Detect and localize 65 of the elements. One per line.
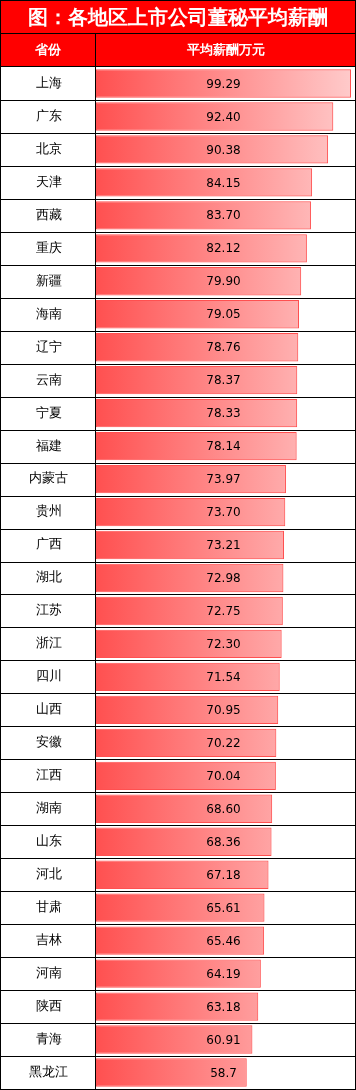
y-tick-label: 北京	[35, 140, 62, 156]
y-tick-label: 河北	[35, 866, 62, 882]
y-tick-label: 海南	[35, 305, 62, 321]
y-tick-label: 安徽	[35, 734, 62, 750]
y-tick-label: 山西	[35, 701, 62, 717]
data-label: 83.70	[206, 208, 241, 223]
data-label: 72.30	[206, 637, 241, 652]
data-label: 65.61	[206, 900, 241, 915]
y-tick-label: 湖南	[35, 800, 62, 816]
y-tick-label: 江苏	[35, 602, 62, 618]
y-axis-title: 省份	[1, 34, 96, 66]
y-tick-label: 辽宁	[35, 338, 62, 354]
data-label: 60.91	[206, 1032, 241, 1047]
y-tick-label: 山东	[35, 833, 62, 849]
data-label: 72.75	[206, 604, 241, 619]
data-label: 67.18	[206, 867, 241, 882]
data-label: 82.12	[206, 241, 241, 256]
data-label: 84.15	[206, 175, 241, 190]
data-label: 72.98	[206, 571, 241, 586]
data-label: 70.22	[206, 735, 241, 750]
y-tick-label: 宁夏	[35, 404, 62, 420]
data-label: 68.36	[206, 834, 241, 849]
data-label: 68.60	[206, 801, 241, 816]
data-label: 79.90	[206, 274, 241, 289]
data-label: 78.76	[206, 340, 241, 355]
data-label: 73.21	[206, 538, 241, 553]
data-label: 58.7	[210, 1065, 237, 1080]
y-tick-label: 四川	[35, 668, 62, 684]
data-label: 90.38	[206, 142, 241, 157]
data-label: 64.19	[206, 966, 241, 981]
y-tick-label: 广西	[35, 536, 62, 552]
y-tick-label: 甘肃	[35, 899, 62, 915]
data-label: 73.97	[206, 472, 241, 487]
y-tick-label: 黑龙江	[29, 1063, 68, 1079]
y-tick-label: 云南	[35, 371, 62, 387]
y-tick-label: 内蒙古	[29, 470, 68, 486]
data-label: 78.33	[206, 406, 241, 421]
y-tick-label: 上海	[35, 74, 62, 90]
data-label: 65.46	[206, 933, 241, 948]
x-axis-title: 平均薪酬万元	[185, 41, 266, 59]
y-tick-label: 广东	[35, 107, 62, 123]
y-tick-label: 西藏	[35, 206, 62, 222]
data-label: 63.18	[206, 999, 241, 1014]
data-label: 78.14	[206, 439, 241, 454]
data-label: 70.04	[206, 768, 241, 783]
data-label: 78.37	[206, 373, 241, 388]
y-tick-label: 贵州	[35, 503, 62, 519]
y-tick-label: 江西	[35, 767, 62, 783]
chart-title: 图：各地区上市公司董秘平均薪酬	[1, 1, 355, 34]
y-tick-label: 湖北	[35, 569, 62, 585]
data-label: 73.70	[206, 505, 241, 520]
y-tick-label: 陕西	[35, 997, 62, 1013]
y-tick-label: 福建	[35, 437, 62, 453]
y-tick-label: 天津	[35, 173, 62, 189]
y-tick-label: 青海	[35, 1030, 62, 1046]
y-tick-label: 河南	[35, 964, 62, 980]
data-label: 92.40	[206, 109, 241, 124]
data-label: 99.29	[206, 76, 241, 91]
data-label: 79.05	[206, 307, 241, 322]
y-tick-label: 新疆	[35, 272, 62, 288]
y-tick-label: 吉林	[35, 932, 62, 948]
y-tick-label: 浙江	[35, 635, 62, 651]
y-tick-label: 重庆	[35, 239, 62, 255]
data-label: 71.54	[206, 670, 241, 685]
data-label: 70.95	[206, 703, 241, 717]
